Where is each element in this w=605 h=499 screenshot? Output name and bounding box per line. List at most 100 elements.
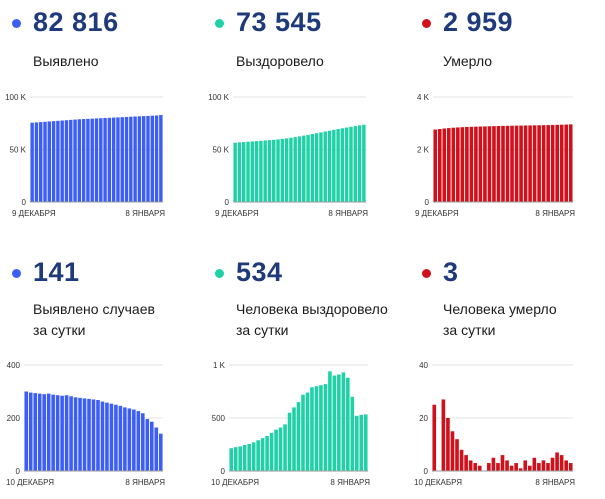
bar (442, 128, 447, 202)
bar (541, 125, 546, 202)
bar (276, 139, 280, 202)
bar (145, 419, 150, 471)
bar-chart: 0 200 400 10 ДЕКАБРЯ 8 ЯНВАРЯ (6, 361, 165, 487)
bar (336, 129, 340, 202)
x-tick-label-end: 8 ЯНВАРЯ (330, 478, 370, 487)
bar (69, 396, 73, 471)
bar (491, 457, 496, 471)
bar (141, 116, 146, 202)
bar (349, 126, 353, 202)
bar (132, 409, 136, 471)
bar (501, 125, 505, 202)
y-tick-label: 4 K (417, 93, 430, 102)
metric-label-line2: за сутки (443, 322, 496, 338)
y-tick-label: 500 (212, 414, 226, 423)
y-tick-label: 0 (425, 198, 430, 207)
bar (247, 443, 251, 471)
bar (73, 397, 78, 471)
bar (302, 135, 306, 202)
bar (314, 386, 319, 471)
bar (251, 442, 256, 471)
bar (51, 394, 55, 471)
bar-chart: 0 50 K 100 K 9 ДЕКАБРЯ 8 ЯНВАРЯ (5, 93, 165, 218)
bar (297, 136, 302, 202)
bar (546, 125, 550, 202)
bar (127, 408, 132, 471)
bar (344, 127, 349, 202)
bar (267, 140, 272, 202)
bar (518, 468, 523, 471)
bar (464, 455, 468, 471)
bar (332, 129, 336, 202)
bar (158, 433, 163, 471)
bar (514, 463, 518, 471)
bar (460, 127, 465, 202)
bar (487, 463, 491, 471)
bar (328, 371, 332, 471)
bar (568, 124, 573, 202)
bar (341, 372, 346, 471)
bar (100, 401, 105, 471)
bar (323, 384, 328, 471)
metric-label: Человека умерло (443, 301, 557, 317)
bar (441, 399, 446, 471)
y-tick-label: 0 (22, 198, 27, 207)
bar (274, 429, 278, 471)
bar (260, 438, 265, 471)
bar (124, 116, 129, 202)
bar (33, 393, 38, 471)
bar (34, 122, 39, 202)
bar (123, 407, 127, 471)
bar (24, 391, 29, 471)
bar (468, 460, 473, 471)
bar (346, 377, 350, 471)
bar (559, 124, 564, 202)
bullet-dot (12, 19, 21, 28)
bar (332, 375, 337, 471)
bar (437, 129, 442, 202)
bar (149, 421, 154, 471)
bar (90, 118, 94, 202)
metric-label: Выявлено (33, 53, 99, 69)
total-number: 82 816 (33, 7, 119, 37)
bar (362, 124, 366, 202)
bar (319, 385, 323, 471)
bar (310, 387, 314, 471)
y-tick-label: 0 (424, 467, 429, 476)
bar (242, 142, 246, 202)
bar (39, 122, 43, 202)
bar (91, 399, 96, 471)
metric-label: Человека выздоровело (236, 301, 388, 317)
bar (118, 405, 123, 471)
bar (229, 448, 234, 471)
bar (532, 457, 537, 471)
bar (474, 126, 478, 202)
bar (86, 118, 90, 202)
bar (478, 126, 483, 202)
metric-label-line2: за сутки (33, 322, 86, 338)
bar (111, 117, 116, 202)
x-tick-label-start: 9 ДЕКАБРЯ (12, 209, 56, 218)
x-tick-label-end: 8 ЯНВАРЯ (125, 209, 165, 218)
x-tick-label-start: 10 ДЕКАБРЯ (414, 478, 462, 487)
bar (150, 115, 154, 202)
bar (233, 447, 238, 471)
bar (265, 436, 269, 471)
bar (233, 142, 237, 202)
bar (60, 120, 64, 202)
bar (296, 402, 301, 471)
bar (81, 119, 86, 202)
bar (546, 463, 550, 471)
bar (129, 116, 133, 202)
bar (500, 455, 505, 471)
bar (314, 133, 319, 202)
bar (456, 127, 460, 202)
daily-number: 534 (236, 257, 283, 287)
bar (487, 126, 492, 202)
bar (527, 465, 532, 471)
bar (559, 455, 564, 471)
bar (254, 141, 259, 202)
bullet-dot (215, 269, 224, 278)
x-tick-label-start: 10 ДЕКАБРЯ (211, 478, 259, 487)
bar (514, 125, 519, 202)
